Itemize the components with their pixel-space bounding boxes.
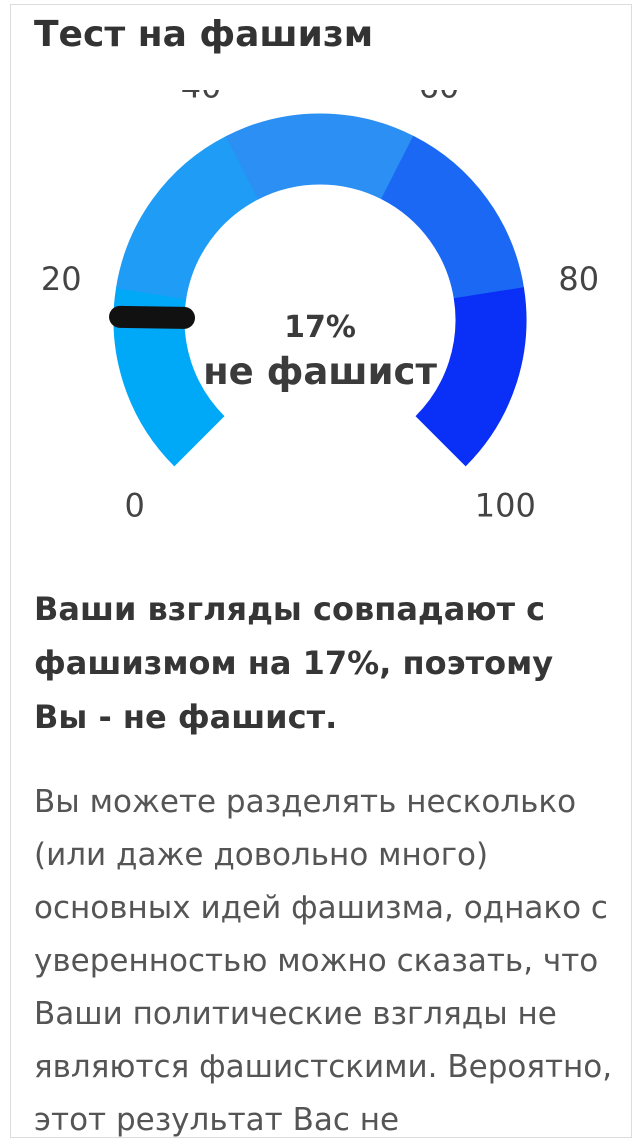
gauge-segment-3: [381, 135, 525, 300]
gauge-tick-label: 60: [419, 90, 460, 106]
gauge-verdict-label: не фашист: [203, 350, 437, 393]
gauge-segment-4: [415, 287, 527, 467]
result-description: Вы можете разделять несколько (или даже …: [34, 784, 613, 1138]
result-summary: Ваши взгляды совпадают с фашизмом на 17%…: [34, 590, 554, 736]
page-title: Тест на фашизм: [34, 14, 374, 55]
gauge-tick-label: 40: [181, 90, 222, 106]
gauge-needle: [109, 305, 196, 329]
gauge-tick-label: 100: [475, 486, 536, 524]
gauge-percent-label: 17%: [284, 310, 356, 345]
gauge-segment-2: [225, 113, 415, 200]
gauge-tick-label: 0: [125, 486, 145, 524]
gauge-segment-1: [115, 135, 259, 300]
gauge-tick-label: 20: [41, 260, 82, 298]
gauge-tick-label: 80: [558, 260, 599, 298]
content-frame: [10, 4, 632, 1138]
gauge-chart: 0 20 40 60 80 100: [41, 90, 599, 524]
